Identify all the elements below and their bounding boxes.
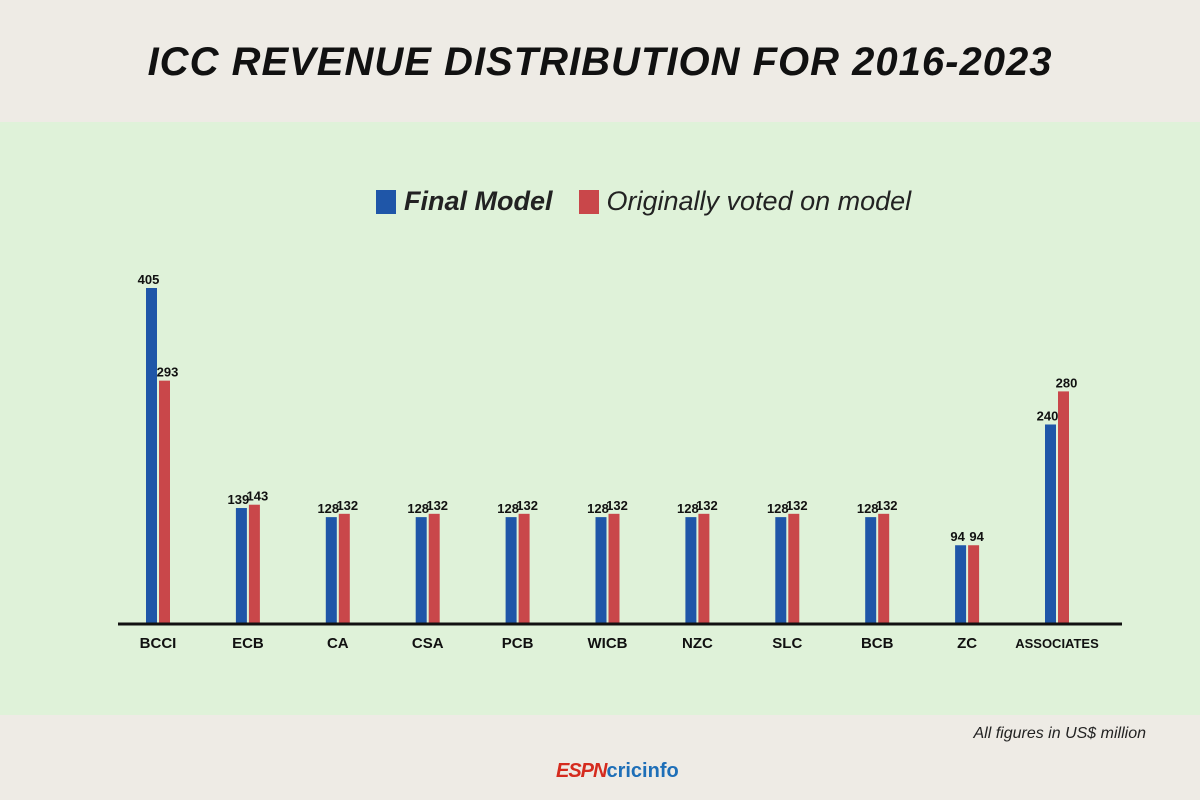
legend-swatch-original-model	[578, 189, 599, 214]
data-label: 405	[138, 272, 160, 287]
bar-zc-original	[968, 545, 980, 623]
data-label: 94	[950, 529, 965, 544]
bar-bcci-final	[146, 288, 157, 623]
data-label: 132	[876, 498, 898, 513]
data-label: 132	[696, 498, 718, 513]
legend-label-final-model: Final Model	[404, 186, 553, 216]
bar-nzc-final	[685, 517, 697, 623]
espncricinfo-logo: ESPNcricinfo	[556, 760, 679, 783]
data-label: 128	[857, 501, 879, 516]
bar-pcb-original	[518, 513, 530, 623]
legend: Final Model Originally voted on model	[376, 186, 937, 217]
bar-associates-original	[1058, 391, 1069, 623]
bar-ca-final	[325, 517, 337, 623]
bar-ecb-final	[235, 508, 247, 623]
bar-bcb-final	[865, 517, 877, 623]
logo-espn: ESPN	[556, 760, 607, 782]
data-label: 293	[157, 365, 179, 380]
legend-item-final-model: Final Model	[376, 186, 553, 217]
data-label: 132	[516, 498, 538, 513]
x-tick-label: BCB	[861, 635, 894, 652]
logo-cricinfo: cricinfo	[606, 760, 679, 782]
x-tick-label: BCCI	[140, 635, 177, 652]
chart-title: ICC REVENUE DISTRIBUTION FOR 2016-2023	[147, 40, 1053, 84]
bar-associates-final	[1045, 424, 1056, 623]
x-tick-label: ASSOCIATES	[1015, 636, 1099, 651]
bar-wicb-final	[595, 517, 607, 623]
x-tick-label: NZC	[682, 635, 713, 652]
bar-csa-final	[415, 517, 427, 623]
bar-nzc-original	[698, 513, 710, 623]
bar-ca-original	[338, 513, 350, 623]
x-tick-label: ZC	[957, 635, 977, 652]
data-label: 280	[1056, 375, 1078, 390]
bar-pcb-final	[505, 517, 517, 623]
bar-csa-original	[428, 513, 440, 623]
x-tick-label: PCB	[502, 635, 534, 652]
data-label: 128	[497, 501, 519, 516]
data-label: 132	[426, 498, 448, 513]
data-label: 132	[786, 498, 808, 513]
x-tick-label: CSA	[412, 635, 444, 652]
bar-wicb-original	[608, 513, 620, 623]
legend-swatch-final-model	[376, 189, 396, 214]
bar-slc-final	[775, 517, 787, 623]
data-label: 240	[1037, 408, 1059, 423]
data-label: 132	[336, 498, 358, 513]
data-label: 139	[228, 492, 250, 507]
legend-label-original-model: Originally voted on model	[606, 186, 912, 216]
bar-bcci-original	[159, 380, 170, 623]
bar-bcb-original	[878, 513, 890, 623]
x-tick-label: WICB	[588, 635, 628, 652]
data-label: 128	[767, 501, 789, 516]
x-tick-label: SLC	[772, 635, 802, 652]
bar-zc-final	[955, 545, 967, 623]
bar-ecb-original	[248, 504, 260, 623]
units-note: All figures in US$ million	[973, 725, 1146, 742]
data-label: 128	[407, 501, 429, 516]
data-label: 128	[317, 501, 339, 516]
bar-slc-original	[788, 513, 800, 623]
data-label: 132	[606, 498, 628, 513]
x-tick-label: ECB	[232, 635, 264, 652]
data-label: 143	[247, 489, 269, 504]
data-label: 128	[677, 501, 699, 516]
x-tick-label: CA	[327, 635, 349, 652]
data-label: 128	[587, 501, 609, 516]
data-label: 94	[969, 529, 984, 544]
legend-item-original-model: Originally voted on model	[578, 186, 912, 217]
